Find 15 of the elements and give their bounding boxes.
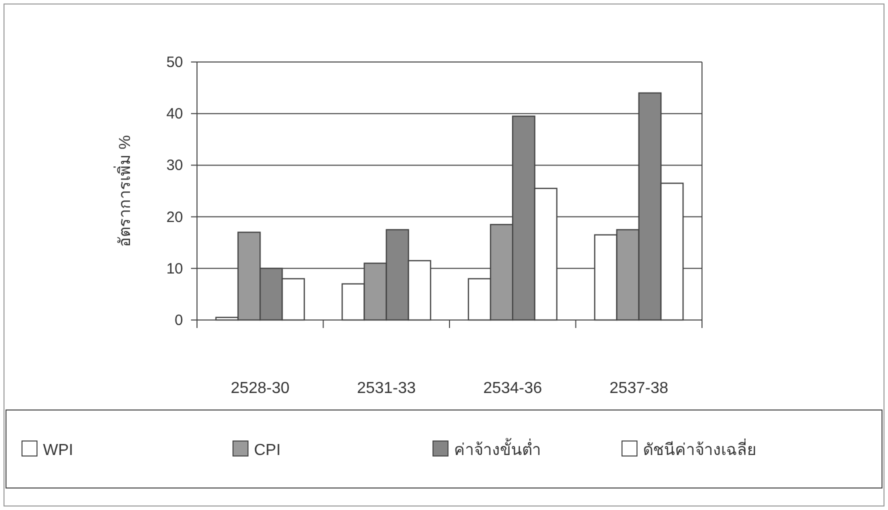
y-tick-label: 30	[166, 157, 183, 174]
y-tick-label: 20	[166, 208, 183, 226]
y-tick-label: 10	[166, 260, 183, 278]
y-tick-label: 0	[174, 312, 183, 329]
x-tick-label: 2528-30	[230, 380, 290, 397]
y-axis-title: อัตราการเพิ่ม %	[113, 135, 134, 247]
legend-label: ค่าจ้างขั้นต่ำ	[454, 438, 541, 459]
y-tick-label: 40	[166, 106, 183, 123]
x-tick-label: 2537-38	[610, 380, 668, 397]
legend-label: WPI	[43, 442, 74, 459]
x-tick-label: 2531-33	[357, 380, 416, 397]
y-tick-label: 50	[166, 54, 183, 71]
legend-label: ดัชนีค่าจ้างเฉลี่ย	[643, 438, 756, 459]
legend-label: CPI	[254, 442, 281, 459]
x-tick-label: 2534-36	[483, 380, 542, 397]
